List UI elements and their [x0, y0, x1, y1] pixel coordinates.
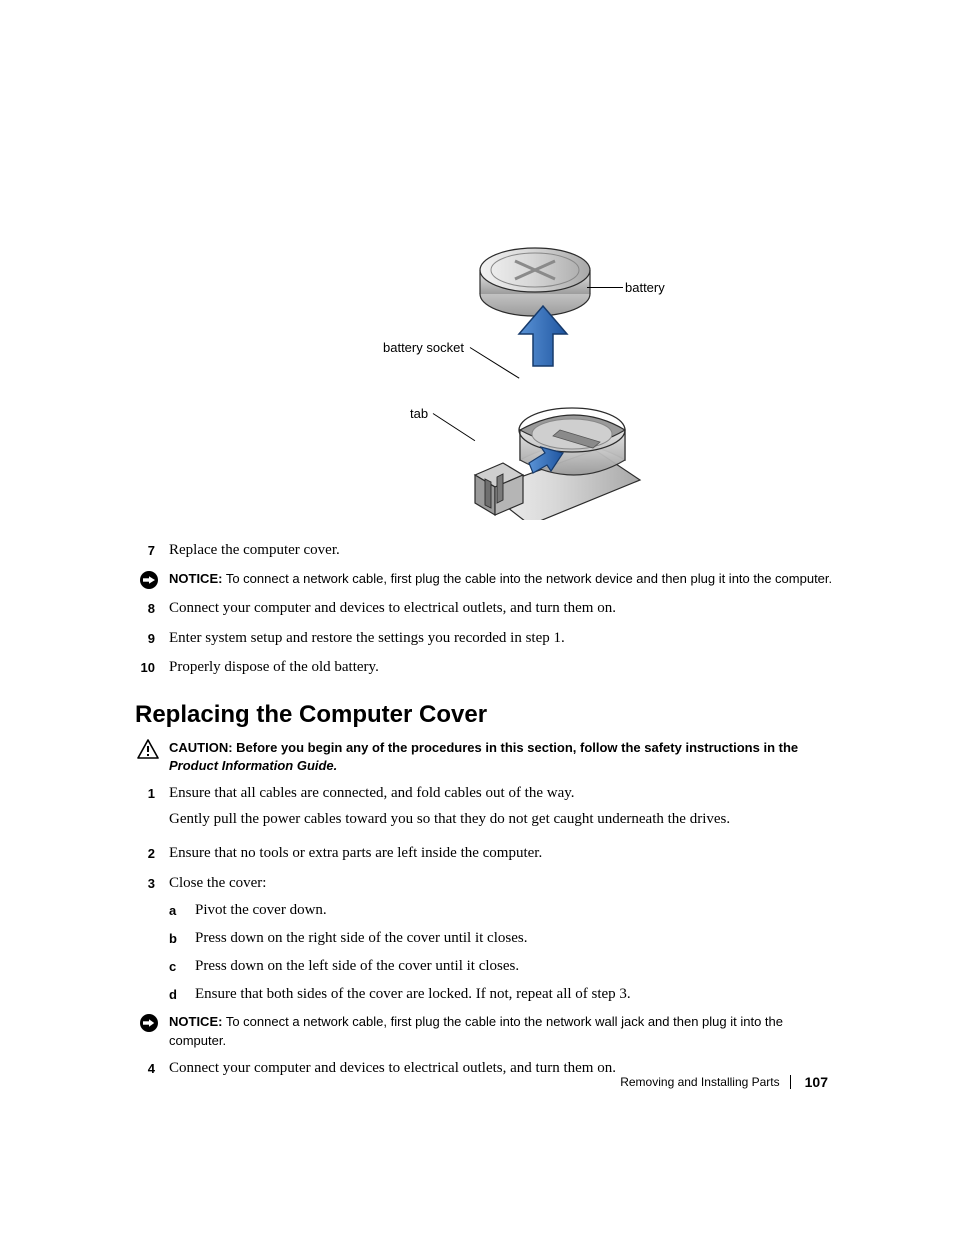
cover-step-1: 1 Ensure that all cables are connected, … — [135, 783, 835, 835]
substep-a: a Pivot the cover down. — [169, 900, 835, 922]
caution: CAUTION: Before you begin any of the pro… — [135, 739, 835, 775]
page-footer: Removing and Installing Parts 107 — [620, 1074, 828, 1090]
label-tab: tab — [410, 406, 428, 421]
footer-page-number: 107 — [805, 1074, 828, 1090]
notice-icon — [135, 1013, 169, 1049]
sub-text: Pivot the cover down. — [195, 900, 835, 922]
step-10: 10 Properly dispose of the old battery. — [135, 657, 835, 679]
caution-lead: CAUTION: — [169, 740, 233, 755]
step-number: 8 — [135, 598, 169, 620]
caution-text: Before you begin any of the procedures i… — [233, 740, 799, 755]
sub-letter: a — [169, 900, 195, 922]
cover-step-3: 3 Close the cover: a Pivot the cover dow… — [135, 873, 835, 1006]
step-number: 3 — [135, 873, 169, 1006]
notice-1: NOTICE: To connect a network cable, firs… — [135, 570, 835, 590]
label-socket: battery socket — [383, 340, 464, 355]
substep-c: c Press down on the left side of the cov… — [169, 956, 835, 978]
step-number: 7 — [135, 540, 169, 562]
sub-text: Ensure that both sides of the cover are … — [195, 984, 835, 1006]
sub-letter: d — [169, 984, 195, 1006]
footer-section: Removing and Installing Parts — [620, 1075, 779, 1089]
step-text: Replace the computer cover. — [169, 540, 835, 562]
step-9: 9 Enter system setup and restore the set… — [135, 628, 835, 650]
cover-step-2: 2 Ensure that no tools or extra parts ar… — [135, 843, 835, 865]
step-7: 7 Replace the computer cover. — [135, 540, 835, 562]
sub-text: Press down on the right side of the cove… — [195, 928, 835, 950]
step-number: 10 — [135, 657, 169, 679]
sub-text: Press down on the left side of the cover… — [195, 956, 835, 978]
notice-lead: NOTICE: — [169, 1014, 222, 1029]
step-number: 9 — [135, 628, 169, 650]
step-number: 4 — [135, 1058, 169, 1080]
step-number: 1 — [135, 783, 169, 835]
step-text: Close the cover: — [169, 873, 835, 895]
footer-divider — [790, 1075, 791, 1089]
step-8: 8 Connect your computer and devices to e… — [135, 598, 835, 620]
step-text: Connect your computer and devices to ele… — [169, 598, 835, 620]
diagram-svg — [215, 240, 755, 520]
step-number: 2 — [135, 843, 169, 865]
notice-icon — [135, 570, 169, 590]
step-text: Enter system setup and restore the setti… — [169, 628, 835, 650]
notice-lead: NOTICE: — [169, 571, 222, 586]
battery-diagram: battery battery socket tab — [215, 240, 755, 520]
substep-d: d Ensure that both sides of the cover ar… — [169, 984, 835, 1006]
notice-2: NOTICE: To connect a network cable, firs… — [135, 1013, 835, 1049]
caution-pig: Product Information Guide. — [169, 758, 337, 773]
step-text: Ensure that no tools or extra parts are … — [169, 843, 835, 865]
sub-letter: b — [169, 928, 195, 950]
section-heading: Replacing the Computer Cover — [135, 701, 835, 729]
notice-text: To connect a network cable, first plug t… — [169, 1014, 783, 1047]
sub-letter: c — [169, 956, 195, 978]
step-text: Ensure that all cables are connected, an… — [169, 783, 835, 805]
step-text: Gently pull the power cables toward you … — [169, 809, 835, 831]
substep-b: b Press down on the right side of the co… — [169, 928, 835, 950]
step-text: Properly dispose of the old battery. — [169, 657, 835, 679]
caution-icon — [135, 739, 169, 775]
label-battery: battery — [625, 280, 665, 295]
notice-text: To connect a network cable, first plug t… — [222, 571, 832, 586]
